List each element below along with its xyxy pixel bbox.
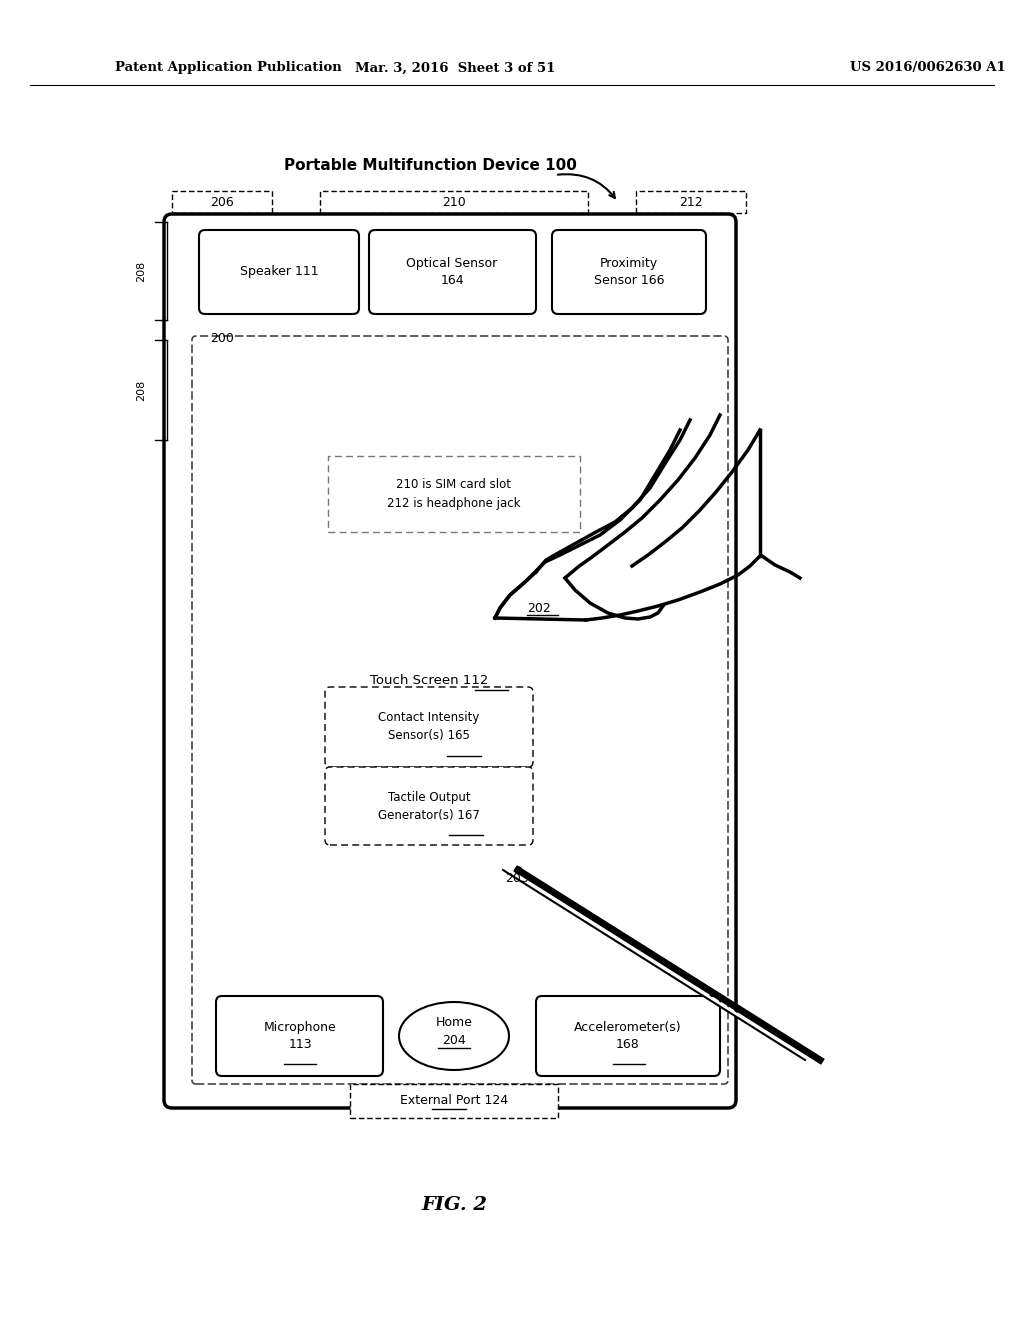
Text: 210: 210 [442, 195, 466, 209]
Text: 208: 208 [136, 260, 146, 281]
FancyBboxPatch shape [325, 767, 534, 845]
Text: 202: 202 [527, 602, 551, 615]
Text: Mar. 3, 2016  Sheet 3 of 51: Mar. 3, 2016 Sheet 3 of 51 [354, 62, 555, 74]
Text: Tactile Output
Generator(s) 167: Tactile Output Generator(s) 167 [378, 791, 480, 821]
Text: Proximity
Sensor 166: Proximity Sensor 166 [594, 256, 665, 288]
FancyBboxPatch shape [536, 997, 720, 1076]
FancyBboxPatch shape [325, 686, 534, 767]
Text: Portable Multifunction Device 100: Portable Multifunction Device 100 [284, 157, 577, 173]
Text: Home
204: Home 204 [435, 1016, 472, 1048]
FancyBboxPatch shape [193, 337, 728, 1084]
FancyBboxPatch shape [369, 230, 536, 314]
FancyBboxPatch shape [172, 191, 272, 213]
Text: 208: 208 [136, 379, 146, 401]
FancyBboxPatch shape [636, 191, 746, 213]
FancyBboxPatch shape [328, 455, 580, 532]
Text: US 2016/0062630 A1: US 2016/0062630 A1 [850, 62, 1006, 74]
Text: FIG. 2: FIG. 2 [421, 1196, 487, 1214]
Text: Patent Application Publication: Patent Application Publication [115, 62, 342, 74]
Text: Accelerometer(s)
168: Accelerometer(s) 168 [574, 1020, 682, 1052]
FancyBboxPatch shape [216, 997, 383, 1076]
Text: External Port 124: External Port 124 [400, 1094, 508, 1107]
Ellipse shape [399, 1002, 509, 1071]
Text: 212: 212 [679, 195, 702, 209]
Text: 210 is SIM card slot
212 is headphone jack: 210 is SIM card slot 212 is headphone ja… [387, 478, 521, 511]
Text: Contact Intensity
Sensor(s) 165: Contact Intensity Sensor(s) 165 [378, 711, 479, 742]
FancyBboxPatch shape [199, 230, 359, 314]
Text: 200: 200 [210, 331, 233, 345]
Text: Optical Sensor
164: Optical Sensor 164 [407, 256, 498, 288]
Text: Microphone
113: Microphone 113 [263, 1020, 336, 1052]
FancyBboxPatch shape [552, 230, 706, 314]
Text: 203: 203 [505, 871, 528, 884]
FancyBboxPatch shape [350, 1084, 558, 1118]
FancyBboxPatch shape [319, 191, 588, 213]
Text: Touch Screen 112: Touch Screen 112 [370, 673, 488, 686]
Text: 206: 206 [210, 195, 233, 209]
FancyBboxPatch shape [164, 214, 736, 1107]
Text: Speaker 111: Speaker 111 [240, 265, 318, 279]
